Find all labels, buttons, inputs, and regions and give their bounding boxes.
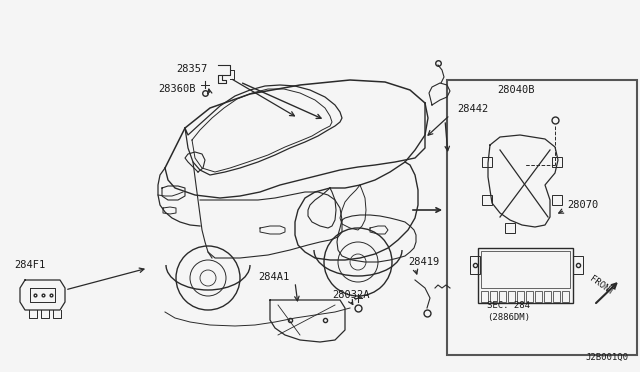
Bar [481, 291, 488, 302]
Text: 284F1: 284F1 [14, 260, 45, 270]
Bar [470, 256, 480, 274]
Bar [478, 248, 573, 303]
Bar [544, 291, 551, 302]
Bar [490, 291, 497, 302]
Text: 28442: 28442 [457, 104, 488, 114]
Text: (2886DM): (2886DM) [487, 313, 530, 322]
Bar [552, 195, 562, 205]
Text: 284A1: 284A1 [258, 272, 289, 282]
Bar [552, 157, 562, 167]
Bar [517, 291, 524, 302]
Text: 28040B: 28040B [497, 85, 534, 95]
Bar [573, 256, 583, 274]
Text: J2B001Q0: J2B001Q0 [585, 353, 628, 362]
Bar [562, 291, 569, 302]
Text: 28070: 28070 [567, 200, 598, 210]
Bar [526, 291, 533, 302]
Bar [481, 251, 570, 288]
Text: 28032A: 28032A [332, 290, 369, 300]
Bar [447, 80, 637, 355]
Text: 28357: 28357 [176, 64, 207, 74]
Bar [505, 223, 515, 233]
Bar [482, 195, 492, 205]
Bar [553, 291, 560, 302]
Text: 28360B: 28360B [158, 84, 195, 94]
Text: 28419: 28419 [408, 257, 439, 267]
Bar [508, 291, 515, 302]
Text: FRONT: FRONT [588, 274, 615, 297]
Bar [499, 291, 506, 302]
Bar [535, 291, 542, 302]
Text: SEC. 284: SEC. 284 [487, 301, 530, 310]
Bar [482, 157, 492, 167]
